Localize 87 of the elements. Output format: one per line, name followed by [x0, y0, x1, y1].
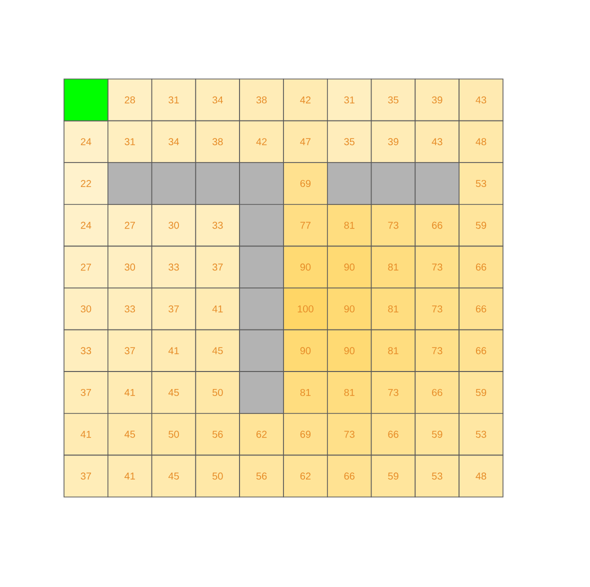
data-label: 81 [388, 305, 398, 312]
data-label: 34 [168, 138, 180, 146]
data-label: 73 [388, 388, 398, 396]
data-label: 41 [212, 305, 223, 312]
data-label: 66 [344, 472, 354, 480]
data-label: 59 [388, 472, 398, 480]
data-label: 43 [432, 138, 442, 146]
data-label: 59 [476, 388, 486, 396]
data-label: 33 [212, 222, 223, 229]
data-label: 35 [388, 96, 398, 104]
data-label: 31 [344, 96, 354, 104]
data-label: 41 [124, 472, 135, 480]
data-label: 62 [300, 472, 311, 480]
data-label: 81 [344, 388, 354, 396]
data-label: 31 [124, 138, 135, 146]
data-label: 42 [256, 138, 267, 146]
data-label: 53 [476, 180, 486, 188]
data-label: 69 [300, 430, 311, 438]
data-label: 24 [80, 222, 92, 229]
data-label: 27 [124, 222, 135, 229]
data-label: 66 [476, 305, 486, 312]
data-label: 50 [212, 472, 223, 480]
data-label: 77 [300, 222, 311, 229]
data-label: 66 [476, 347, 486, 354]
data-label: 66 [432, 388, 442, 396]
data-label: 34 [212, 96, 223, 104]
data-label: 35 [344, 138, 354, 146]
data-label: 90 [344, 305, 355, 312]
data-label: 45 [168, 388, 179, 396]
data-label: 66 [432, 222, 442, 229]
data-label: 37 [80, 388, 92, 396]
data-label: 73 [432, 305, 442, 312]
data-label: 38 [256, 96, 267, 104]
data-label: 22 [80, 180, 92, 187]
data-label: 90 [344, 347, 355, 354]
data-label: 90 [300, 264, 311, 271]
data-label: 56 [212, 430, 223, 438]
data-label: 56 [256, 472, 267, 480]
data-label: 48 [476, 472, 486, 480]
data-label: 59 [476, 222, 486, 229]
data-label: 39 [432, 96, 442, 104]
data-label: 69 [300, 180, 311, 188]
data-label: 90 [344, 264, 355, 271]
data-label: 37 [212, 264, 223, 271]
data-label: 50 [212, 388, 223, 396]
data-label: 30 [124, 264, 136, 271]
data-label: 41 [124, 389, 135, 396]
data-label: 53 [476, 430, 486, 438]
data-label: 24 [80, 138, 92, 146]
data-label: 30 [80, 305, 92, 312]
data-label: 90 [300, 347, 311, 354]
data-label: 33 [80, 347, 92, 354]
data-label: 53 [432, 472, 442, 480]
data-label: 37 [80, 472, 92, 480]
data-label: 39 [388, 138, 398, 146]
data-label: 81 [344, 222, 354, 229]
data-label: 100 [298, 305, 314, 312]
data-label: 43 [476, 96, 486, 104]
data-label: 41 [80, 430, 92, 438]
data-label: 38 [212, 138, 223, 146]
data-label: 62 [256, 430, 267, 438]
data-label: 66 [388, 430, 398, 438]
data-label: 37 [124, 347, 135, 354]
data-label: 66 [476, 264, 486, 271]
data-label: 48 [476, 138, 486, 146]
data-label: 45 [124, 430, 135, 438]
data-label: 45 [168, 472, 179, 480]
data-label: 73 [388, 222, 398, 229]
data-label: 33 [124, 305, 135, 312]
data-label: 28 [124, 96, 135, 104]
data-label: 50 [168, 430, 179, 438]
data-label: 31 [168, 96, 179, 104]
data-label: 47 [300, 138, 311, 146]
data-label: 42 [300, 96, 311, 104]
data-label: 73 [432, 264, 442, 271]
data-label: 81 [388, 264, 398, 271]
data-label: 41 [168, 347, 179, 354]
data-label: 30 [168, 222, 179, 229]
data-label: 59 [432, 430, 442, 438]
data-label: 81 [388, 347, 398, 354]
data-label: 37 [168, 305, 179, 312]
data-label: 73 [432, 347, 442, 354]
data-label: 73 [344, 430, 354, 438]
data-label: 81 [300, 388, 311, 396]
data-label: 45 [212, 347, 223, 354]
data-label: 33 [168, 264, 179, 271]
data-label: 27 [80, 264, 92, 271]
